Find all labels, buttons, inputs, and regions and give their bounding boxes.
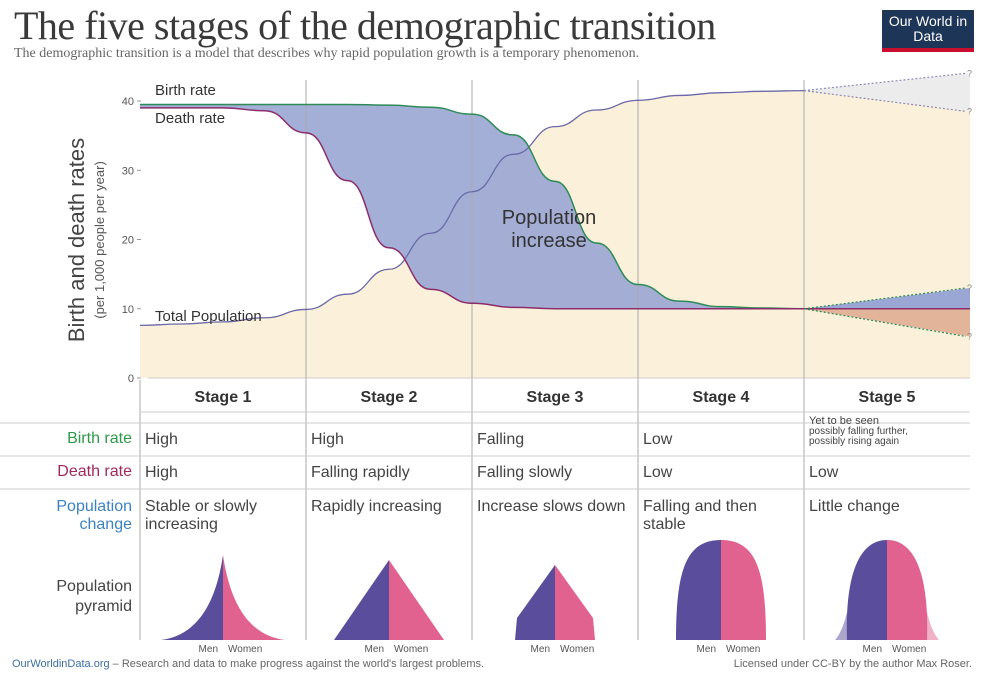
pyramid-women-stage-1 [223,555,285,640]
birth-rate-note: possibly falling further, [809,426,908,437]
population-change-cell: Falling and then stable [643,498,757,533]
uncertain-area [804,73,970,112]
series-label-death: Death rate [155,110,225,127]
population-change-cell: Stable or slowly increasing [145,498,258,533]
stage-header-1: Stage 1 [195,389,252,406]
death-rate-cell: Falling slowly [477,464,573,481]
birth-rate-cell: Yet to be seen [809,415,879,427]
site-link[interactable]: OurWorldinData.org [12,658,110,670]
population-line [139,89,805,327]
pyramid-women-stage-3 [555,565,595,640]
row-label-death: Death rate [57,463,132,480]
population-change-cell: Rapidly increasing [311,498,442,515]
series-label-birth: Birth rate [155,82,216,99]
row-label-pop-change-1: Population [56,498,132,515]
population-change-cell: Increase slows down [477,498,626,515]
y-tick-label: 30 [122,165,134,177]
projection-line [803,72,967,92]
owid-logo: Our World in Data [882,10,974,52]
row-label-pyramid-1: Population [56,578,132,595]
birth-rate-note: possibly rising again [809,436,900,447]
annotation-line-2: increase [511,230,587,252]
birth-rate-cell: Low [643,431,673,448]
license: Licensed under CC-BY by the author Max R… [733,658,972,670]
men-label: Men [199,644,218,655]
y-tick-label: 0 [128,373,134,385]
women-label: Women [560,644,594,655]
projection-line [803,287,967,310]
page-subtitle: The demographic transition is a model th… [14,46,640,61]
question-mark: ? [967,106,972,116]
question-mark: ? [967,331,972,341]
footer-left: OurWorldinData.org – Research and data t… [12,658,484,670]
annotation-line-1: Population [502,207,597,229]
death-rate-cell: Low [643,464,673,481]
row-label-pop-change-2: change [79,516,133,533]
pyramid-men-stage-4 [676,540,721,640]
y-tick-label: 40 [122,96,134,108]
birth-rate-cell: Falling [477,431,525,448]
page-title: The five stages of the demographic trans… [14,3,716,48]
pyramid-men-stage-1 [161,555,223,640]
projection-line [803,308,967,338]
y-axis-label: Birth and death rates [64,138,89,342]
pyramid-women-stage-2 [389,560,444,640]
men-label: Men [863,644,882,655]
stage-header-3: Stage 3 [527,389,584,406]
pyramid-women-stage-4 [721,540,766,640]
death-rate-cell: Falling rapidly [311,464,410,481]
men-label: Men [365,644,384,655]
question-mark: ? [967,283,972,293]
tagline: – Research and data to make progress aga… [109,658,485,670]
women-label: Women [228,644,262,655]
stage-header-5: Stage 5 [859,389,916,406]
pyramid-men-stage-3 [515,565,555,640]
death-rate-cell: High [145,464,178,481]
birth-rate-cell: High [145,431,178,448]
stage-header-4: Stage 4 [693,389,750,406]
women-label: Women [394,644,428,655]
pyramid-men-stage-2 [334,560,389,640]
birth-rate-cell: High [311,431,344,448]
y-axis-sublabel: (per 1,000 people per year) [92,161,107,319]
row-label-pyramid-2: pyramid [75,598,132,615]
stage-header-2: Stage 2 [361,389,418,406]
y-tick-label: 20 [122,235,134,247]
women-label: Women [892,644,926,655]
projection-line [803,90,967,112]
pyramid-women-stage-5 [887,540,928,640]
death-rate-cell: Low [809,464,839,481]
row-label-birth: Birth rate [67,430,132,447]
women-label: Women [726,644,760,655]
men-label: Men [697,644,716,655]
y-tick-label: 10 [122,304,134,316]
birth-rate-line [140,103,805,310]
question-mark: ? [967,68,972,78]
population-change-cell: Little change [809,498,900,515]
pyramid-men-stage-5 [846,540,887,640]
series-label-population: Total Population [155,308,262,325]
death-rate-line [140,107,804,310]
men-label: Men [531,644,550,655]
